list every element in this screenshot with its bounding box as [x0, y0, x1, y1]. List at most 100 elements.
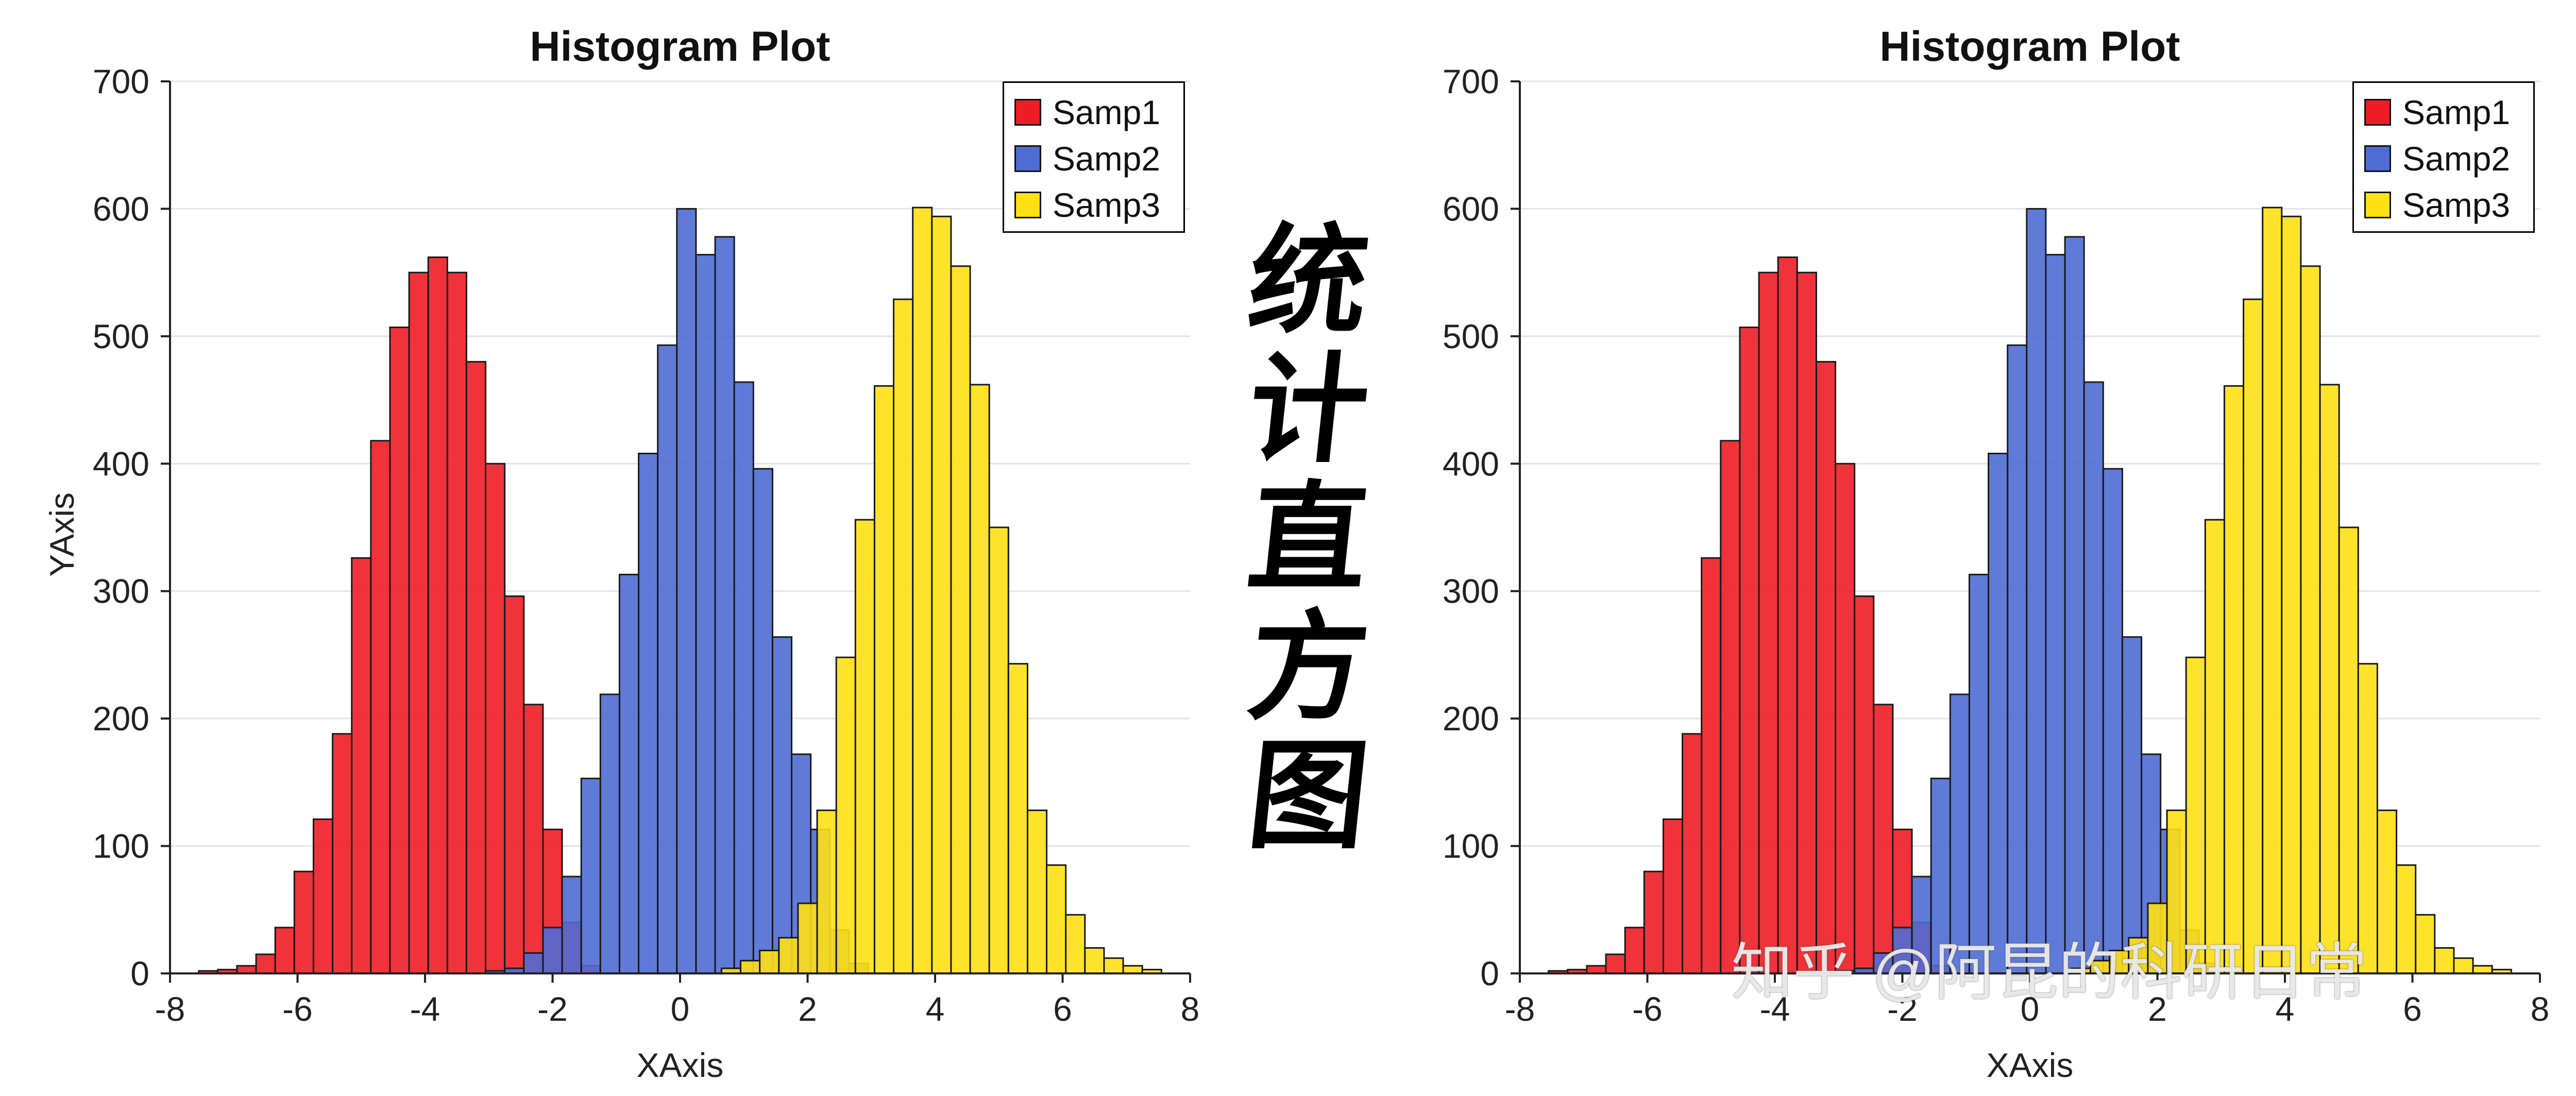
legend-label-samp1: Samp1 [1053, 93, 1161, 131]
histogram-bar-samp2 [1892, 927, 1913, 974]
y-tick-label: 300 [1443, 572, 1499, 610]
histogram-bar-samp1 [1739, 327, 1760, 974]
histogram-bar-samp3 [2166, 809, 2187, 974]
watermark-text: 知乎 @阿昆的科研日常 [1731, 938, 2368, 1007]
plot-area: -8 -6 -4 -2 0 2 4 6 8 0 100 200 300 400 500 600 700 [1443, 62, 2549, 1028]
legend-item-samp1: Samp1 [2354, 89, 2533, 135]
histogram-bar-samp1 [1796, 271, 1817, 974]
histogram-bar-samp1 [1643, 870, 1664, 974]
histogram-bar-samp2 [542, 927, 563, 974]
x-tick-label: 4 [2276, 990, 2295, 1028]
histogram-bar-samp1 [485, 463, 506, 974]
x-tick-label: 6 [2403, 990, 2422, 1028]
x-tick-label: -4 [1760, 990, 1790, 1028]
histogram-bar-samp2 [638, 452, 659, 974]
histogram-bar-samp1 [427, 256, 448, 974]
y-tick-label: 600 [1443, 190, 1499, 228]
histogram-bar-samp2 [1911, 876, 1932, 974]
histogram-bar-samp3 [1122, 965, 1143, 974]
y-tick-label: 600 [93, 190, 149, 228]
legend-label-samp3: Samp3 [1053, 186, 1161, 224]
histogram-bar-samp1 [1682, 733, 1703, 974]
histogram-bar-samp3 [759, 949, 780, 974]
histogram-bar-samp3 [1084, 947, 1105, 974]
histogram-bar-samp1 [1835, 463, 1856, 974]
legend-item-samp2: Samp2 [1004, 135, 1183, 182]
legend-swatch-samp3 [2364, 192, 2391, 218]
histogram-bar-samp2 [714, 236, 735, 974]
histogram-bar-samp2 [618, 574, 640, 974]
x-axis-label: XAxis [636, 1046, 724, 1084]
histogram-bar-samp2 [599, 693, 620, 974]
legend: Samp1 Samp2 Samp3 [1003, 81, 1185, 233]
histogram-bar-samp3 [2109, 949, 2130, 974]
histogram-bar-samp2 [561, 876, 582, 974]
x-axis-label: XAxis [1986, 1046, 2074, 1084]
x-tick-label: -8 [1505, 990, 1535, 1028]
histogram-bar-samp3 [2453, 957, 2474, 974]
y-tick-label: 700 [1443, 62, 1499, 100]
histogram-bar-samp2 [2026, 208, 2047, 974]
x-tick-label: -6 [1632, 990, 1663, 1028]
histogram-bar-samp3 [1103, 957, 1124, 974]
histogram-bar-samp1 [1854, 595, 1875, 974]
histogram-bar-samp3 [2338, 526, 2359, 974]
y-tick-label: 200 [1443, 699, 1499, 738]
legend-item-samp1: Samp1 [1004, 89, 1183, 135]
histogram-bar-samp3 [988, 526, 1009, 974]
histogram-bar-samp1 [408, 271, 429, 974]
histogram-bar-samp1 [1605, 953, 1626, 974]
legend-swatch-samp2 [2364, 145, 2391, 172]
histogram-bar-samp3 [2472, 965, 2493, 974]
histogram-bar-samp2 [2045, 254, 2066, 974]
y-tick-label: 100 [1443, 827, 1499, 865]
histogram-bar-samp1 [332, 733, 353, 974]
x-tick-label: 4 [926, 990, 945, 1028]
legend-label-samp2: Samp2 [1053, 140, 1161, 178]
legend-label-samp2: Samp2 [2402, 140, 2511, 178]
histogram-bar-samp2 [771, 636, 793, 974]
legend: Samp1 Samp2 Samp3 [2352, 81, 2535, 233]
histogram-bar-samp3 [1065, 914, 1086, 974]
legend-item-samp3: Samp3 [2354, 182, 2533, 228]
x-tick-label: -2 [1887, 990, 1918, 1028]
x-tick-label: 2 [798, 990, 817, 1028]
legend-label-samp1: Samp1 [2402, 93, 2511, 131]
histogram-bar-samp3 [2319, 384, 2340, 974]
histogram-bar-samp2 [2007, 344, 2028, 974]
histogram-bar-samp2 [2102, 468, 2123, 974]
legend-label-samp3: Samp3 [2402, 186, 2511, 224]
histogram-bar-samp1 [1815, 361, 1837, 974]
histogram-bar-samp1 [293, 870, 314, 974]
histogram-bar-samp3 [2223, 385, 2245, 974]
histogram-bar-samp1 [370, 440, 391, 974]
histogram-bar-samp3 [2396, 864, 2417, 974]
y-tick-label: 400 [93, 444, 149, 483]
histogram-bar-samp1 [1586, 965, 1607, 974]
histogram-bar-samp1 [1624, 927, 1645, 974]
y-tick-label: 500 [1443, 317, 1499, 355]
chart-title: Histogram Plot [1879, 23, 2180, 70]
histogram-bar-samp1 [255, 953, 276, 974]
histogram-bar-samp3 [969, 384, 990, 974]
histogram-bar-samp2 [752, 468, 773, 974]
x-tick-label: 8 [1181, 990, 1200, 1028]
histogram-bar-samp3 [835, 656, 856, 974]
histogram-bar-samp3 [931, 215, 952, 974]
x-tick-label: 2 [2148, 990, 2167, 1028]
histogram-bar-samp3 [873, 385, 895, 974]
y-tick-label: 0 [1480, 954, 1499, 992]
legend-swatch-samp1 [2364, 99, 2391, 126]
x-tick-label: -6 [282, 990, 313, 1028]
histogram-bar-samp3 [1046, 864, 1067, 974]
legend-swatch-samp1 [1014, 99, 1041, 126]
histogram-bar-samp1 [1873, 704, 1894, 974]
histogram-bar-samp1 [351, 557, 372, 974]
histogram-bar-samp1 [1662, 818, 1684, 974]
histogram-bar-samp2 [695, 254, 716, 974]
histogram-bar-samp3 [893, 298, 914, 974]
histogram-bar-samp1 [1701, 557, 1722, 974]
histogram-bar-samp1 [446, 271, 467, 974]
histogram-bar-samp2 [1968, 574, 1990, 974]
x-tick-label: 6 [1053, 990, 1072, 1028]
